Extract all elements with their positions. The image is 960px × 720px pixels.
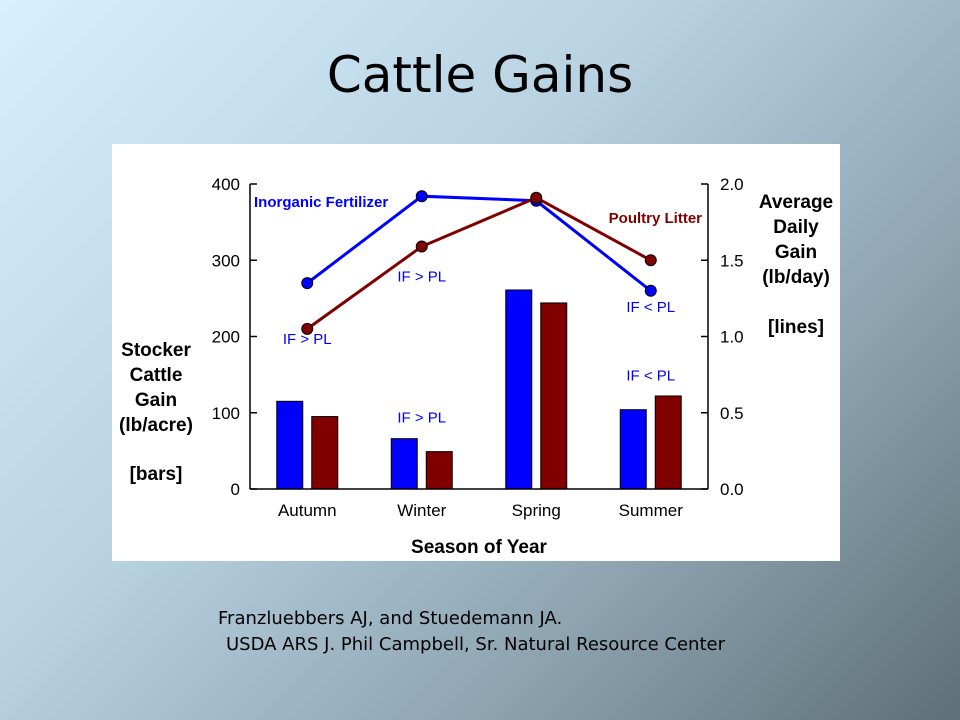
annotation-autumn-right: IF > PL bbox=[283, 331, 332, 348]
left-axis-label-line: (lb/acre) bbox=[119, 415, 193, 436]
right-tick-label: 0.0 bbox=[720, 480, 744, 499]
citation-authors: Franzluebbers AJ, and Stuedemann JA. bbox=[218, 608, 563, 629]
bar-pl-winter bbox=[425, 451, 453, 490]
left-tick-label: 400 bbox=[212, 175, 240, 194]
bar-if-summer bbox=[619, 409, 647, 490]
left-tick-label: 300 bbox=[212, 251, 240, 270]
x-tick-label-spring: Spring bbox=[512, 501, 561, 520]
point-inorganic-fertilizer-autumn bbox=[301, 277, 314, 290]
citation-institution: USDA ARS J. Phil Campbell, Sr. Natural R… bbox=[226, 634, 725, 655]
right-tick-label: 2.0 bbox=[720, 175, 744, 194]
x-tick-label-summer: Summer bbox=[619, 501, 684, 520]
left-tick-label: 200 bbox=[212, 328, 240, 347]
bar-if-spring bbox=[505, 289, 533, 490]
right-axis-label-line: (lb/day) bbox=[762, 267, 830, 288]
right-axis-label-line: Average bbox=[759, 192, 833, 213]
line-inorganic-fertilizer bbox=[306, 194, 652, 292]
x-axis-label: Season of Year bbox=[411, 537, 547, 558]
bar-pl-spring bbox=[540, 302, 568, 490]
series-label-poultry-litter: Poultry Litter bbox=[609, 210, 703, 227]
point-poultry-litter-summer bbox=[644, 254, 657, 267]
right-tick-label: 1.0 bbox=[720, 328, 744, 347]
cattle-gains-chart: 0 100 200 300 400 0.0 0.5 1.0 1.5 2.0 Autumn Winter… bbox=[119, 175, 833, 558]
point-poultry-litter-autumn bbox=[301, 322, 314, 335]
point-poultry-litter-spring bbox=[530, 191, 543, 204]
left-axis-label-line: Gain bbox=[135, 390, 177, 411]
annotation-summer-left: IF < PL bbox=[626, 368, 675, 385]
slide-title: Cattle Gains bbox=[326, 46, 634, 104]
right-axis-label-line: Daily bbox=[773, 217, 819, 238]
point-poultry-litter-winter bbox=[415, 240, 428, 253]
right-axis-label-line: Gain bbox=[775, 242, 817, 263]
left-tick-label: 100 bbox=[212, 404, 240, 423]
annotation-summer-right: IF < PL bbox=[626, 299, 675, 316]
line-poultry-litter bbox=[306, 196, 652, 331]
chart-panel: 0 100 200 300 400 0.0 0.5 1.0 1.5 2.0 Autumn Winter… bbox=[112, 144, 840, 561]
point-inorganic-fertilizer-summer bbox=[644, 284, 657, 297]
bar-pl-autumn bbox=[311, 416, 339, 490]
x-tick-label-winter: Winter bbox=[397, 501, 446, 520]
series-label-inorganic-fertilizer: Inorganic Fertilizer bbox=[254, 194, 388, 211]
right-tick-label: 0.5 bbox=[720, 404, 744, 423]
bar-if-winter bbox=[390, 438, 418, 490]
left-axis-label-line: Cattle bbox=[130, 365, 183, 386]
right-axis-label-note: [lines] bbox=[768, 317, 824, 338]
x-tick-label-autumn: Autumn bbox=[278, 501, 337, 520]
left-axis-label-note: [bars] bbox=[130, 464, 183, 485]
right-tick-label: 1.5 bbox=[720, 251, 744, 270]
left-axis-label-line: Stocker bbox=[121, 340, 191, 361]
bar-pl-summer bbox=[654, 395, 682, 490]
point-inorganic-fertilizer-winter bbox=[415, 190, 428, 203]
bar-if-autumn bbox=[276, 400, 304, 490]
left-tick-label: 0 bbox=[231, 480, 240, 499]
annotation-winter-left: IF > PL bbox=[397, 410, 446, 427]
annotation-winter-right: IF > PL bbox=[397, 269, 446, 286]
